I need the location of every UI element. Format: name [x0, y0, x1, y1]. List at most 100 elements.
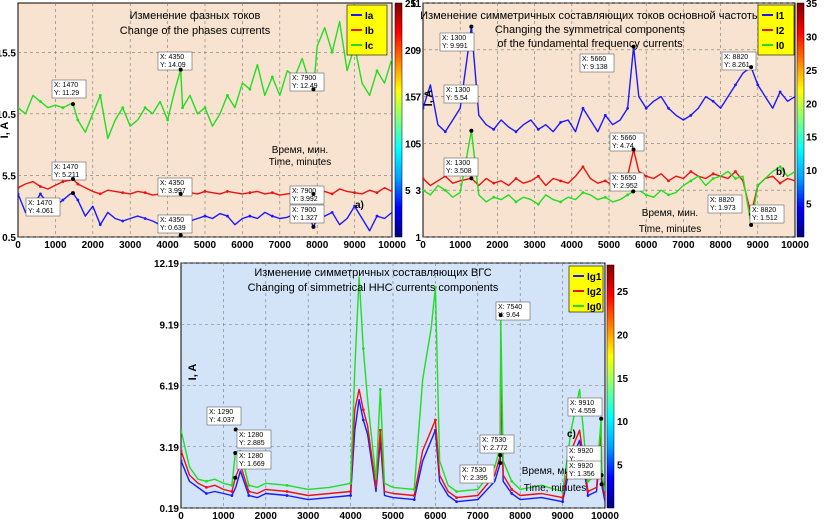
annotation-marker	[178, 233, 183, 238]
annotation-x: X: 5660	[612, 135, 636, 142]
annotation-y: Y: 2.395	[462, 475, 488, 482]
colorbar	[394, 2, 403, 238]
data-point-ig0	[349, 481, 352, 485]
colorbar-tick-label: 25	[806, 66, 818, 77]
annotation-y: Y: 1.512	[752, 215, 778, 222]
data-point-ia	[39, 192, 42, 196]
chart-panel-b: 0 1000 2000 3000 4000 5000 6000 7000 8000 9000 100…	[410, 0, 817, 251]
series-group	[18, 20, 392, 237]
y-axis-label: I, A	[423, 90, 435, 107]
y-tick-label: 15.5	[0, 48, 16, 59]
chart-subtitle: Changing the symmetrical components	[495, 24, 686, 36]
data-point-i0	[559, 200, 563, 204]
data-point-ia	[353, 204, 356, 208]
annotation-box	[721, 51, 757, 71]
data-point-ib	[375, 191, 379, 195]
legend-label: Ic	[365, 41, 374, 52]
data-point-ig1	[285, 494, 289, 497]
colorbar-tick-label: 5	[405, 186, 411, 197]
annotation-x: X: 1280	[239, 453, 263, 460]
colorbar-tick-label: 35	[806, 0, 818, 10]
data-point-ic	[121, 106, 125, 110]
data-point-i2	[581, 165, 585, 169]
annotation-box	[157, 214, 193, 234]
x-tick-label: 10000	[378, 240, 406, 251]
colorbar-tick-label: 20	[405, 46, 417, 57]
legend-label: I0	[776, 41, 785, 52]
annotation-y: Y: 9.138	[582, 64, 608, 71]
data-point-i0	[689, 179, 693, 183]
x-tick-label: 9000	[343, 240, 366, 251]
annotation-x: X: 8820	[724, 54, 748, 61]
data-point-ig1	[412, 498, 416, 502]
data-point-i1	[559, 120, 563, 124]
annotation-marker	[498, 313, 503, 318]
x-tick-label: 5000	[598, 240, 621, 251]
data-point-i1	[626, 106, 629, 110]
data-point-ig0	[455, 490, 458, 493]
annotation-box	[609, 172, 645, 192]
data-point-ib	[270, 191, 274, 195]
annotation-x: X: 7530	[462, 467, 486, 474]
data-point-ia	[203, 214, 207, 218]
data-point-ig1	[561, 500, 564, 504]
data-point-ig2	[181, 449, 183, 453]
y-tick-label: 0.5	[2, 233, 16, 244]
chart-title: Изменение симметричных составляющих токо…	[420, 10, 760, 22]
annotation-y: Y: 3.992	[292, 196, 318, 203]
annotation-x: X: 8820	[752, 207, 776, 214]
data-point-ic	[61, 106, 65, 110]
annotation-x: X: 4350	[160, 180, 184, 187]
data-point-ig0	[285, 483, 289, 487]
annotation-box	[495, 301, 531, 321]
data-point-ia	[248, 214, 252, 218]
data-point-i0	[603, 195, 607, 199]
data-point-ig0	[205, 479, 208, 483]
annotation-x: X: 1470	[28, 200, 52, 207]
colorbar-tick-label: 15	[617, 374, 629, 385]
data-point-ig1	[247, 494, 251, 497]
data-point-i2	[734, 170, 737, 173]
annotation-marker	[599, 416, 604, 421]
legend-label: Ig1	[587, 272, 602, 283]
x-tick-label: 2000	[82, 240, 105, 251]
data-point-ib	[61, 180, 65, 183]
x-tick-label: 7000	[467, 511, 490, 520]
annotation-y: Y: 12.49	[292, 83, 318, 90]
annotation-box	[443, 84, 479, 104]
x-tick-label: 1000	[449, 240, 472, 251]
annotation-x: X: 9920	[569, 463, 593, 470]
data-point-ig0	[378, 387, 382, 391]
data-point-ib	[39, 185, 42, 188]
x-tick-label: 3000	[523, 240, 546, 251]
x-tick-label: 6000	[424, 511, 447, 520]
annotation-x: X: 1280	[239, 432, 263, 439]
chart-subtitle: Change of the phases currents	[120, 25, 271, 37]
data-point-ia	[330, 210, 334, 214]
annotation-y: Y: 8.261	[724, 62, 750, 69]
x-tick-label: 2000	[486, 240, 509, 251]
x-axis-label-en: Time, minutes	[269, 157, 331, 168]
x-axis-label-ru: Время, мин.	[642, 208, 698, 219]
legend-label: Ig2	[587, 287, 602, 298]
annotation-marker	[631, 44, 636, 49]
data-point-i2	[423, 177, 425, 180]
annotation-box	[749, 204, 785, 224]
x-tick-label: 8000	[306, 240, 329, 251]
data-point-ig1	[510, 492, 514, 495]
annotation-box	[567, 397, 603, 417]
annotation-box	[236, 429, 272, 449]
annotation-box	[459, 464, 495, 484]
y-tick-label: 1	[415, 233, 421, 244]
colorbar-tick-label: 5	[617, 461, 623, 472]
data-point-i1	[756, 83, 760, 87]
data-point-ic	[98, 93, 102, 97]
data-point-i2	[492, 181, 496, 185]
annotation-box	[707, 194, 743, 214]
data-point-ig2	[561, 496, 564, 499]
annotation-marker	[70, 191, 75, 196]
data-point-ig2	[455, 496, 458, 499]
annotation-box	[157, 177, 193, 197]
x-tick-label: 4000	[561, 240, 584, 251]
annotation-marker	[498, 453, 503, 458]
